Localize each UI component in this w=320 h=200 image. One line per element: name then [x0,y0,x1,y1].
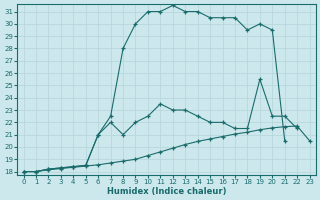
X-axis label: Humidex (Indice chaleur): Humidex (Indice chaleur) [107,187,226,196]
